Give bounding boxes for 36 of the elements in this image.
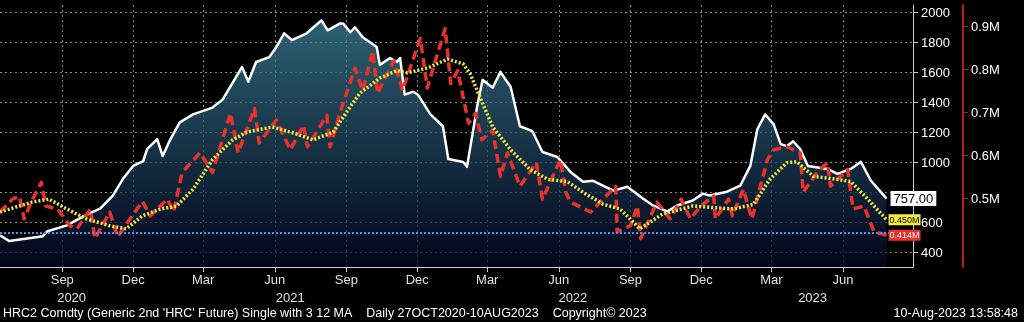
x-tick-label: Mar <box>191 272 216 287</box>
y2-tick-label: 0.6M <box>971 147 1000 163</box>
text: Daily 27OCT2020-10AUG2023 <box>366 306 539 320</box>
y-tick-label: 1600 <box>921 64 950 80</box>
x-tick-label: Jun <box>548 272 570 287</box>
y2-tick-label: 0.9M <box>971 18 1000 34</box>
x-tick-label: Sep <box>618 272 643 287</box>
x-tick-label: Dec <box>689 272 714 287</box>
y-tick-label: 600 <box>921 214 943 230</box>
x-tick-label: Sep <box>50 272 74 287</box>
data-label: 0.414M <box>889 230 920 241</box>
x2-tick-label: 2022 <box>558 290 588 305</box>
y2-tick-label: 0.7M <box>971 104 1000 120</box>
text: HRC2 Comdty (Generic 2nd 'HRC' Future) Single with 3 12 MA <box>3 306 353 320</box>
x-tick-label: Jun <box>264 272 286 287</box>
y-tick-label: 1200 <box>921 124 950 140</box>
y2-tick-label: 0.8M <box>971 61 1000 77</box>
data-label: 757.00 <box>893 191 934 207</box>
y-tick-label: 2000 <box>921 4 950 20</box>
x2-tick-label: 2020 <box>57 290 87 305</box>
x-tick-label: Jun <box>832 272 854 287</box>
text: Copyright© 2023 <box>552 306 647 320</box>
y-tick-label: 1800 <box>921 34 950 50</box>
x-tick-label: Dec <box>405 272 430 287</box>
x2-tick-label: 2021 <box>275 290 305 305</box>
x-tick-label: Mar <box>760 272 784 287</box>
x-tick-label: Sep <box>334 272 358 287</box>
y2-tick-label: 0.5M <box>971 190 1000 206</box>
x-tick-label: Dec <box>121 272 146 287</box>
text: 10-Aug-2023 13:58:48 <box>893 306 1018 320</box>
y-tick-label: 1000 <box>921 154 950 170</box>
data-label: 0.450M <box>889 214 920 225</box>
x-tick-label: Mar <box>476 272 500 287</box>
y-tick-label: 400 <box>921 244 943 260</box>
y-tick-label: 1400 <box>921 94 950 110</box>
x2-tick-label: 2023 <box>798 290 828 305</box>
